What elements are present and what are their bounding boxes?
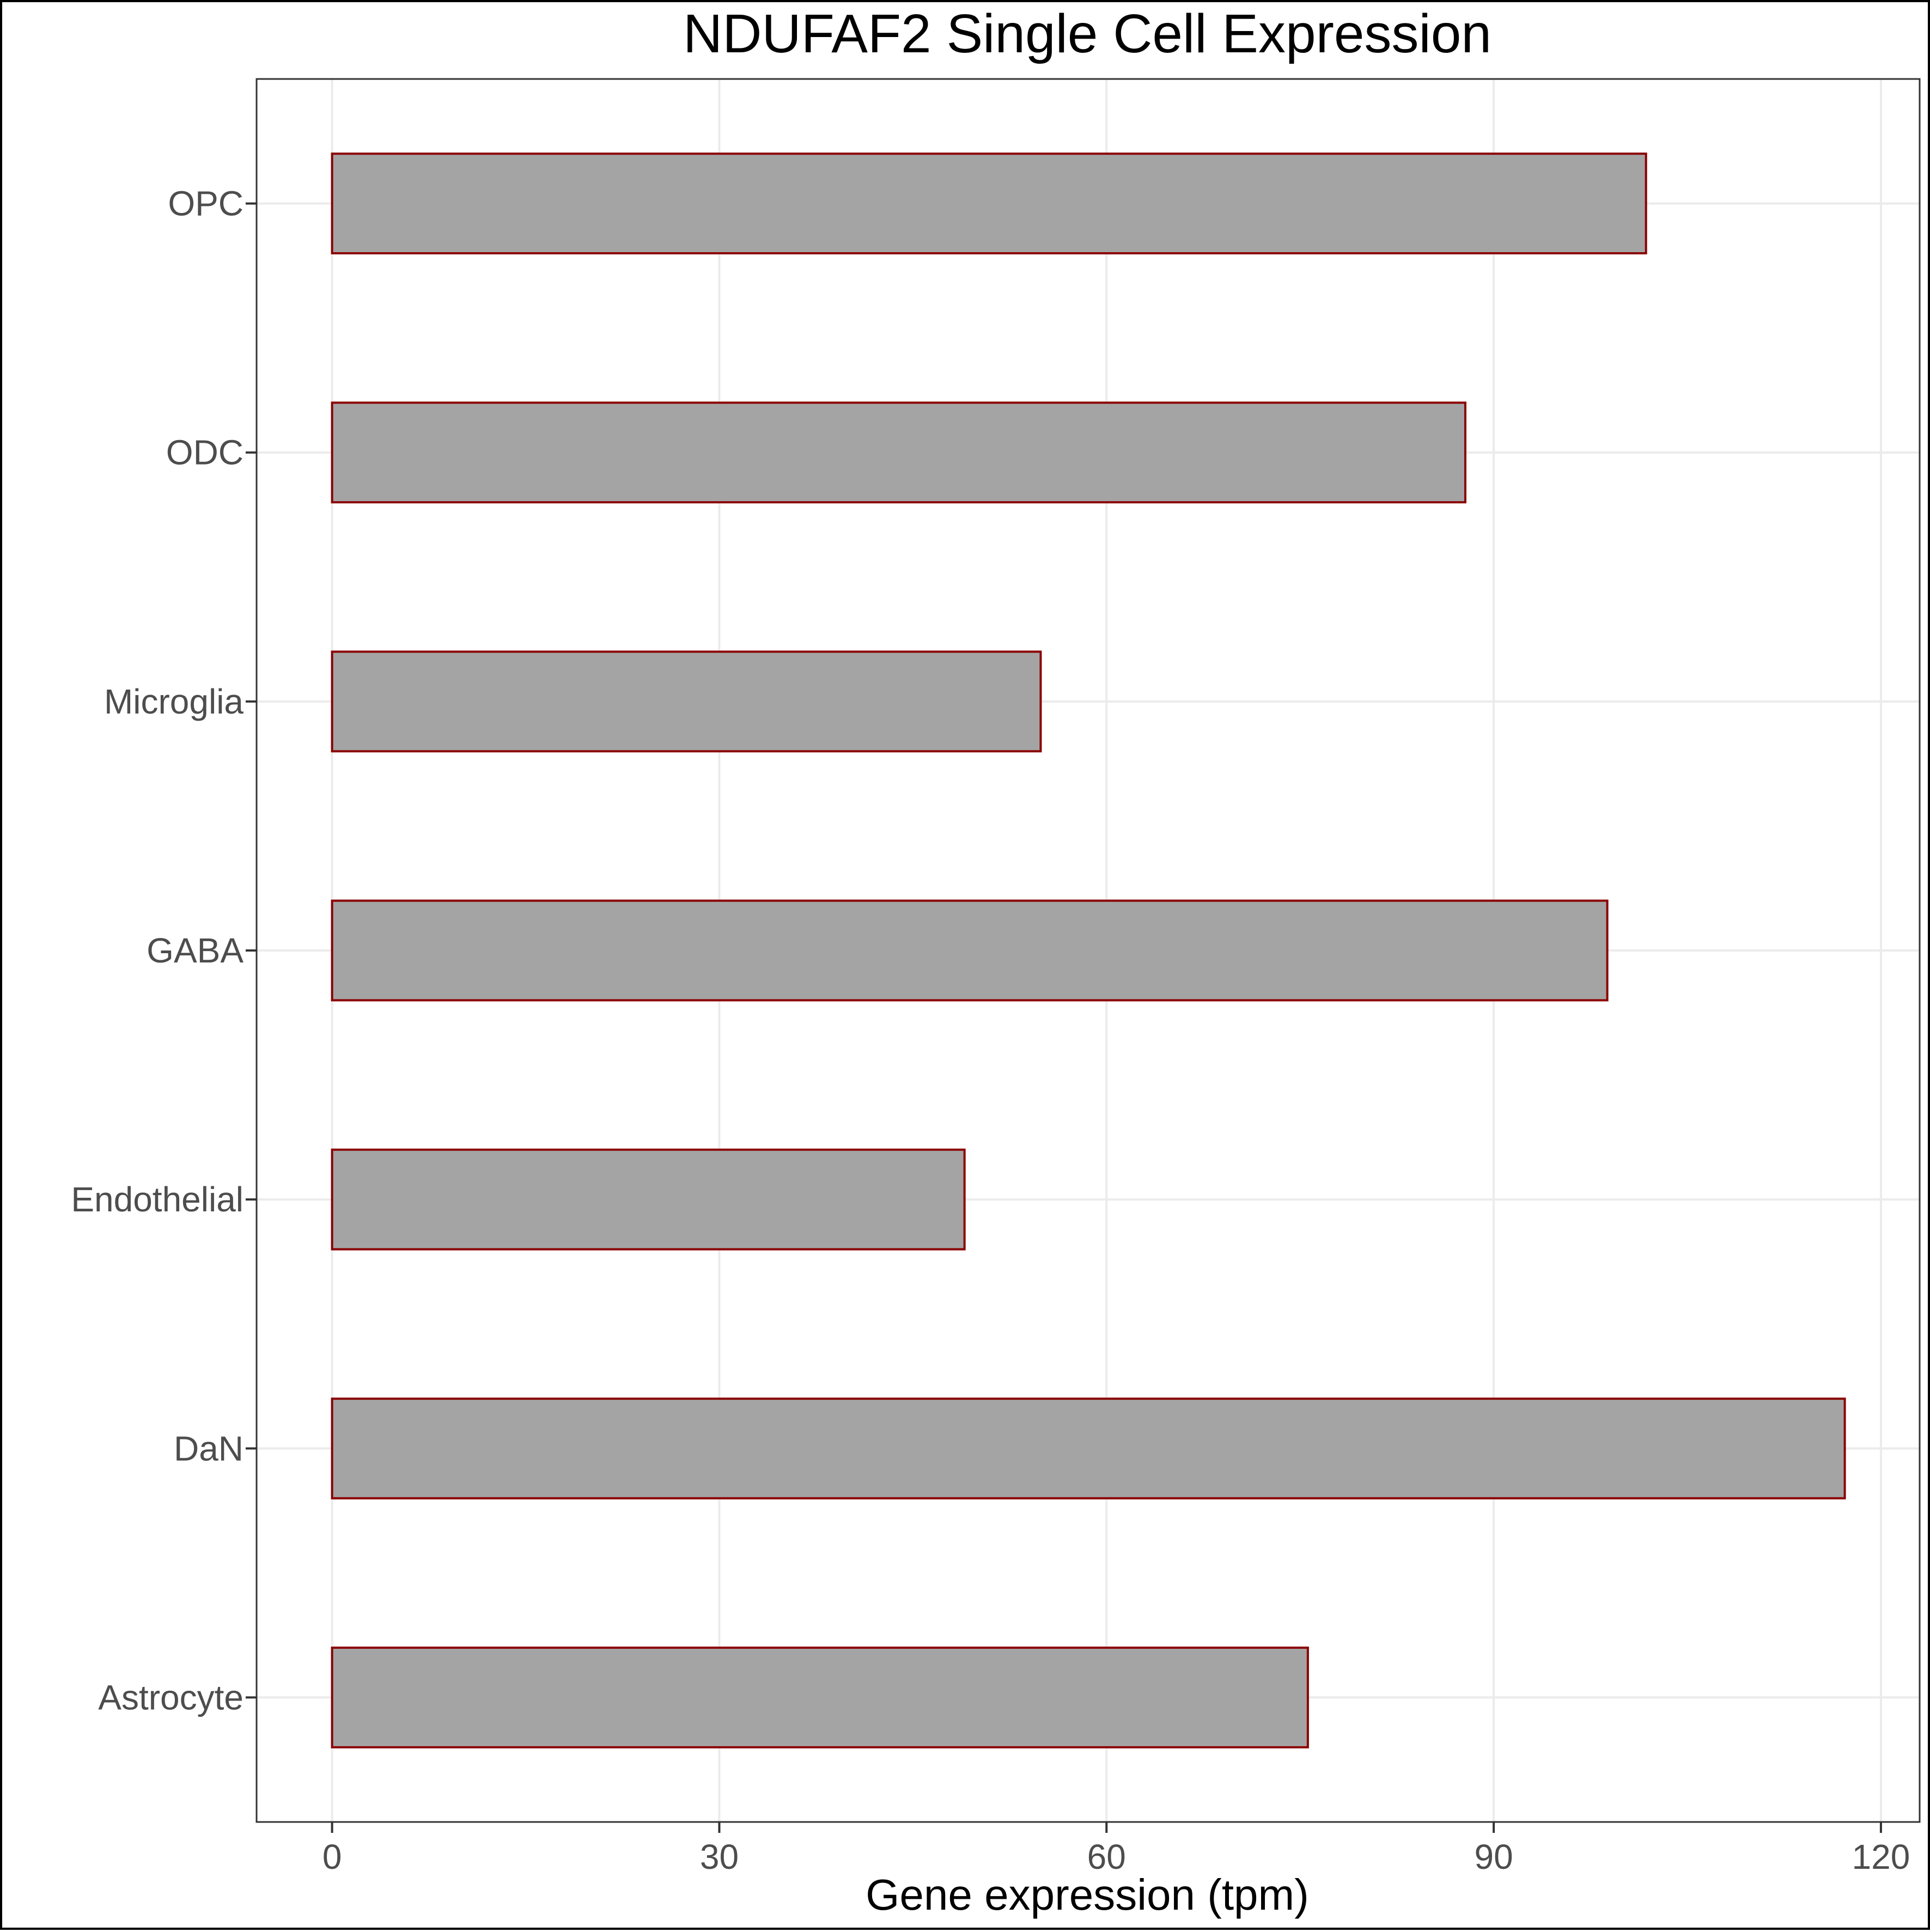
bar-gaba: [331, 899, 1609, 1002]
x-tick-label: 120: [1852, 1837, 1910, 1876]
y-tick-label: DaN: [174, 1429, 243, 1468]
bars: [331, 153, 1846, 1748]
x-axis-labels: 0 30 60 90 120: [322, 1837, 1910, 1876]
bar-microglia: [331, 650, 1042, 753]
y-tick-label: ODC: [166, 433, 243, 472]
axis-ticks: [246, 202, 1882, 1833]
y-tick-label: Astrocyte: [98, 1678, 243, 1717]
bar-endothelial: [331, 1148, 966, 1251]
bar-odc: [331, 401, 1466, 504]
bar-astrocyte: [331, 1647, 1309, 1748]
x-tick-label: 90: [1474, 1837, 1513, 1876]
y-tick-label: GABA: [147, 931, 243, 970]
x-axis-title: Gene expression (tpm): [866, 1870, 1309, 1919]
x-tick-label: 0: [322, 1837, 342, 1876]
bar-opc: [331, 153, 1647, 254]
y-tick-label: Endothelial: [71, 1180, 243, 1219]
chart-title: NDUFAF2 Single Cell Expression: [683, 3, 1491, 64]
bar-dan: [331, 1397, 1846, 1500]
y-axis-labels: Astrocyte DaN Endothelial GABA Microglia ODC O…: [71, 184, 243, 1717]
y-tick-label: Microglia: [104, 682, 243, 721]
x-tick-label: 30: [700, 1837, 739, 1876]
y-tick-label: OPC: [168, 184, 243, 223]
x-tick-label: 60: [1087, 1837, 1126, 1876]
